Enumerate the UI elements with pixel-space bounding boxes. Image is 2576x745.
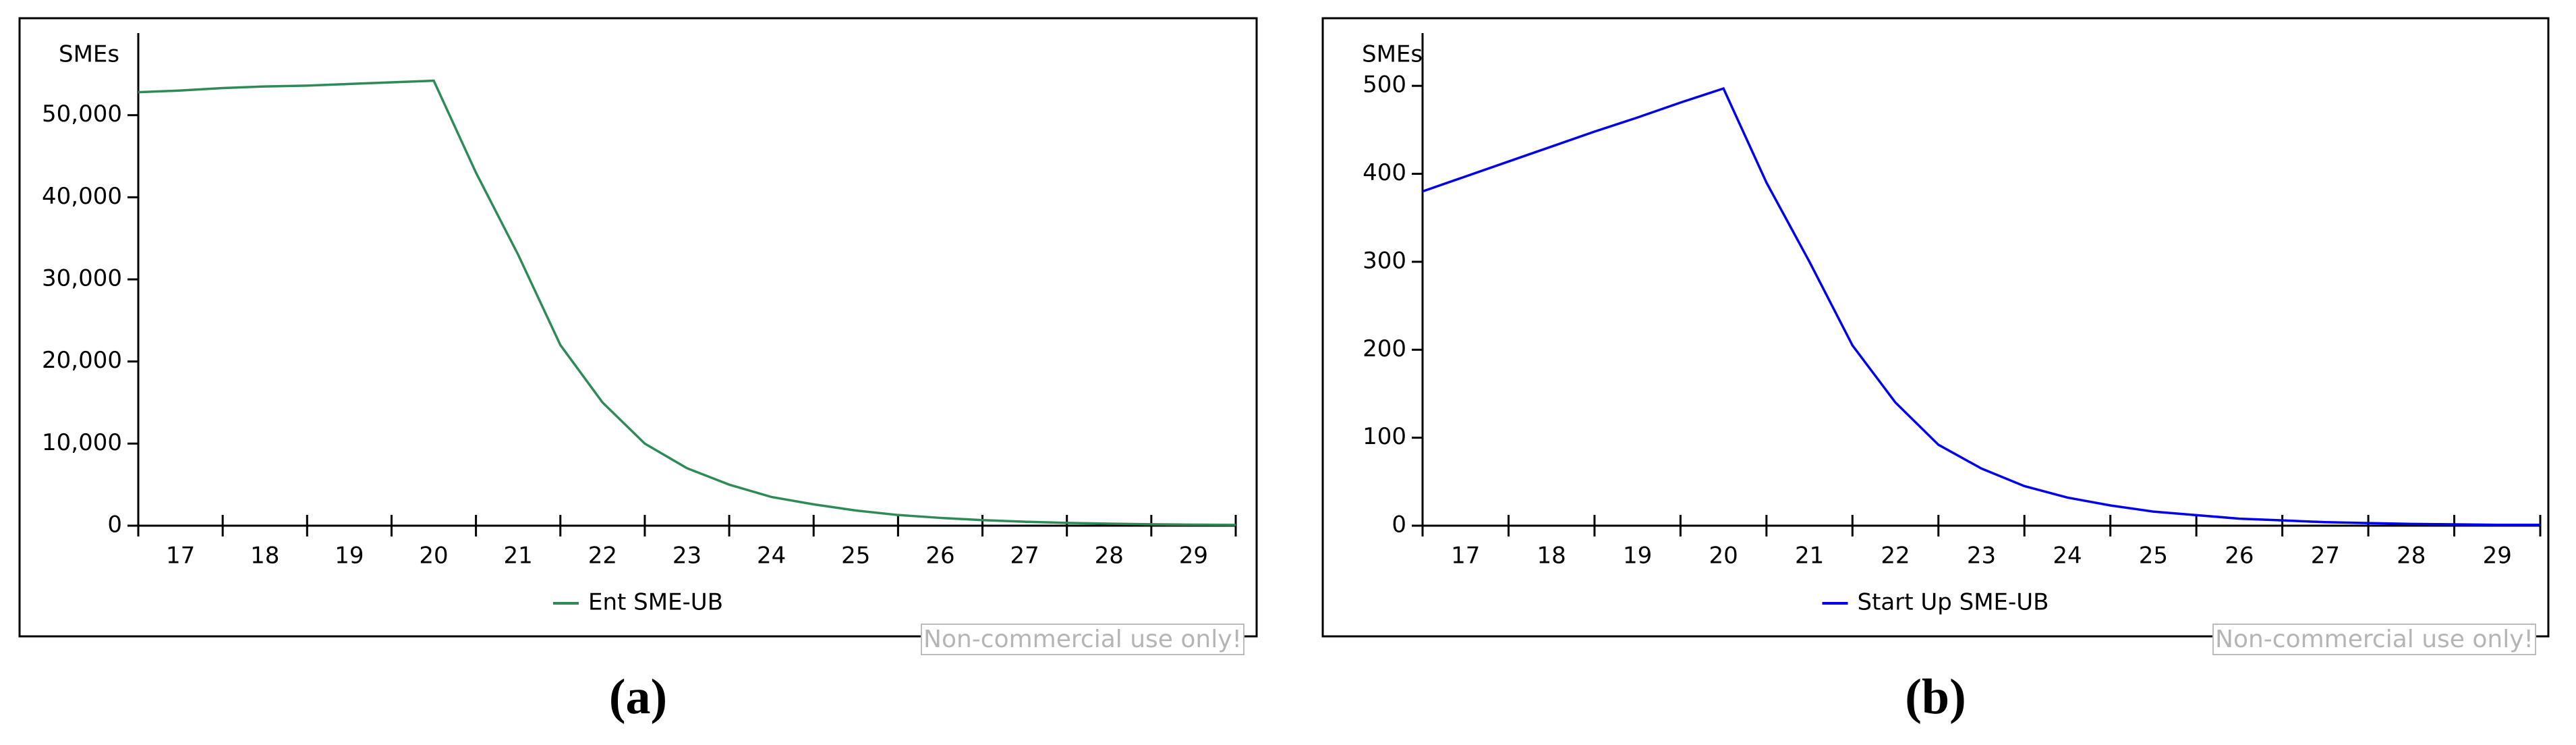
x-tick-label: 18 — [250, 543, 279, 570]
x-tick-label: 22 — [1881, 543, 1910, 570]
watermark-box — [921, 624, 1244, 655]
watermark: Non-commercial use only! — [2215, 626, 2534, 653]
y-tick-label: 300 — [1363, 247, 1406, 274]
x-tick-label: 17 — [1451, 543, 1480, 570]
x-tick-label: 21 — [1795, 543, 1824, 570]
x-tick-label: 24 — [757, 543, 786, 570]
x-tick-label: 28 — [2397, 543, 2426, 570]
x-tick-label: 20 — [419, 543, 448, 570]
legend-label: Ent SME-UB — [588, 589, 723, 616]
y-tick-label: 0 — [1392, 512, 1406, 539]
y-axis-label: SMEs — [59, 41, 119, 68]
x-tick-label: 28 — [1095, 543, 1124, 570]
legend-label: Start Up SME-UB — [1857, 589, 2049, 616]
y-tick-label: 20,000 — [42, 347, 122, 374]
y-tick-label: 10,000 — [42, 429, 122, 456]
x-tick-label: 29 — [2483, 543, 2512, 570]
caption: (b) — [1905, 669, 1966, 725]
x-tick-label: 22 — [588, 543, 617, 570]
data-line — [138, 79, 1236, 526]
y-tick-label: 200 — [1363, 335, 1406, 362]
y-tick-label: 500 — [1363, 72, 1406, 99]
y-axis-label: SMEs — [1362, 41, 1423, 68]
chart-frame — [18, 17, 1258, 638]
x-tick-label: 29 — [1179, 543, 1208, 570]
x-tick-label: 26 — [925, 543, 954, 570]
x-tick-label: 19 — [335, 543, 364, 570]
x-tick-label: 23 — [1967, 543, 1996, 570]
x-tick-label: 17 — [166, 543, 195, 570]
x-tick-label: 25 — [2139, 543, 2168, 570]
data-line — [1422, 86, 2540, 526]
x-tick-label: 26 — [2225, 543, 2254, 570]
x-tick-label: 19 — [1623, 543, 1652, 570]
x-tick-label: 21 — [504, 543, 533, 570]
y-tick-label: 30,000 — [42, 265, 122, 292]
y-tick-label: 0 — [107, 512, 122, 539]
watermark-box — [2212, 624, 2536, 655]
x-tick-label: 18 — [1537, 543, 1566, 570]
y-tick-label: 50,000 — [42, 101, 122, 128]
x-tick-label: 20 — [1709, 543, 1738, 570]
y-tick-label: 400 — [1363, 159, 1406, 186]
watermark: Non-commercial use only! — [923, 626, 1242, 653]
x-tick-label: 24 — [2053, 543, 2082, 570]
x-tick-label: 27 — [2311, 543, 2340, 570]
x-tick-label: 25 — [841, 543, 870, 570]
caption: (a) — [609, 669, 667, 725]
x-tick-label: 27 — [1010, 543, 1039, 570]
y-tick-label: 100 — [1363, 423, 1406, 450]
chart-frame — [1321, 17, 2550, 638]
x-tick-label: 23 — [672, 543, 702, 570]
y-tick-label: 40,000 — [42, 183, 122, 210]
